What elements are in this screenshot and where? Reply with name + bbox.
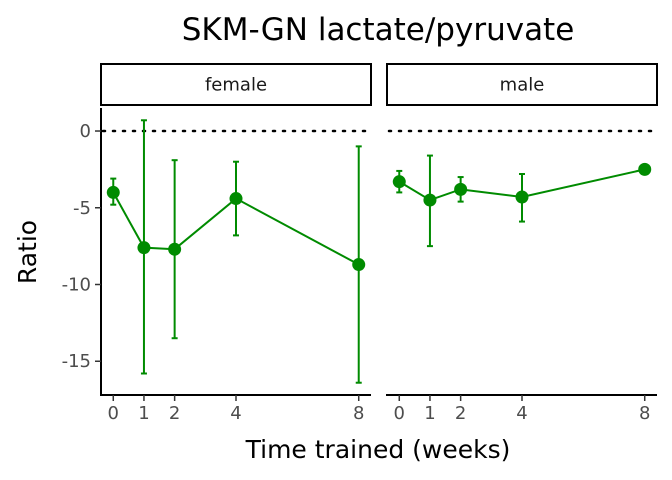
y-tick-label: 0 — [80, 121, 91, 142]
strip-box-male — [386, 63, 658, 106]
x-tick-label: 0 — [394, 403, 405, 424]
data-point — [454, 182, 468, 196]
data-point — [168, 242, 182, 256]
data-point — [352, 258, 366, 272]
strip-label-female: female — [205, 75, 267, 96]
x-axis-title: Time trained (weeks) — [245, 435, 511, 464]
x-tick-label: 8 — [353, 403, 364, 424]
data-point — [423, 193, 437, 207]
y-tick-label: -5 — [73, 198, 91, 219]
chart-title: SKM-GN lactate/pyruvate — [182, 12, 575, 48]
y-axis-title: Ratio — [13, 220, 42, 284]
x-tick-label: 1 — [424, 403, 435, 424]
x-tick-label: 4 — [516, 403, 527, 424]
data-point — [515, 190, 529, 204]
y-tick-label: -10 — [62, 274, 91, 295]
data-point — [106, 185, 120, 199]
data-point — [137, 241, 151, 255]
x-tick-label: 8 — [639, 403, 650, 424]
x-tick-label: 2 — [455, 403, 466, 424]
x-tick-label: 4 — [230, 403, 241, 424]
data-point — [392, 175, 406, 189]
x-tick-label: 0 — [108, 403, 119, 424]
panel-male: male 0 1 2 4 8 — [386, 63, 659, 424]
x-tick-label: 2 — [169, 403, 180, 424]
strip-label-male: male — [500, 75, 545, 96]
data-point — [638, 162, 652, 176]
data-point — [229, 192, 243, 206]
x-tick-label: 1 — [138, 403, 149, 424]
y-tick-label: -15 — [62, 351, 91, 372]
strip-box-female — [100, 63, 372, 106]
